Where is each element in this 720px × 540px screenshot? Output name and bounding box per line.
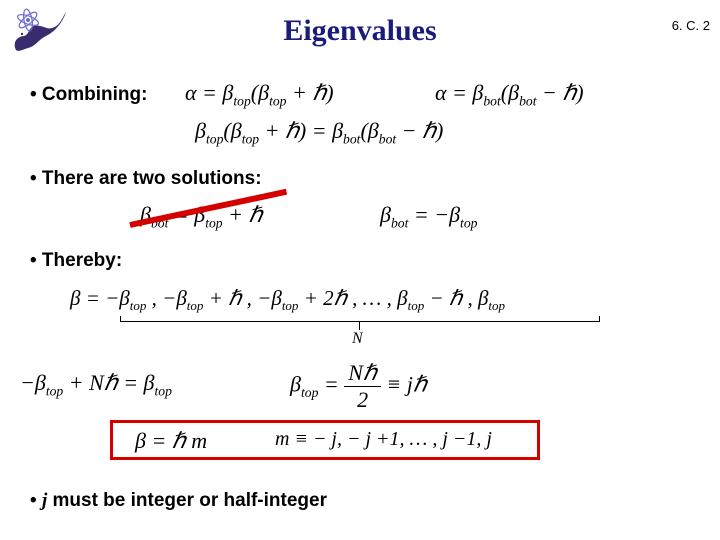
slide-title: Eigenvalues (0, 14, 720, 48)
eq-boxed-right: m ≡ − j, − j +1, … , j −1, j (275, 428, 492, 451)
eq-combine-left: α = βtop(βtop + ℏ) (185, 80, 334, 109)
bullet-j-integer: • j must be integer or half-integer (30, 490, 327, 512)
underbrace (120, 316, 600, 322)
underbrace-label: N (352, 330, 363, 348)
eq-boxed-left: β = ℏ m (135, 428, 207, 454)
page-number: 6. C. 2 (672, 18, 710, 33)
eq-step: −βtop + Nℏ = βtop (20, 370, 172, 399)
eq-solution-2: βbot = −βtop (380, 202, 477, 231)
eq-combine-merged: βtop(βtop + ℏ) = βbot(βbot − ℏ) (195, 118, 443, 147)
bullet-two-solutions: • There are two solutions: (30, 168, 262, 190)
eq-combine-right: α = βbot(βbot − ℏ) (435, 80, 584, 109)
eq-beta-sequence: β = −βtop , −βtop + ℏ , −βtop + 2ℏ , … ,… (70, 286, 505, 314)
bullet-thereby: • Thereby: (30, 250, 122, 272)
eq-beta-top: βtop = Nℏ2 ≡ jℏ (290, 360, 427, 413)
bullet-combining: • Combining: (30, 84, 147, 106)
